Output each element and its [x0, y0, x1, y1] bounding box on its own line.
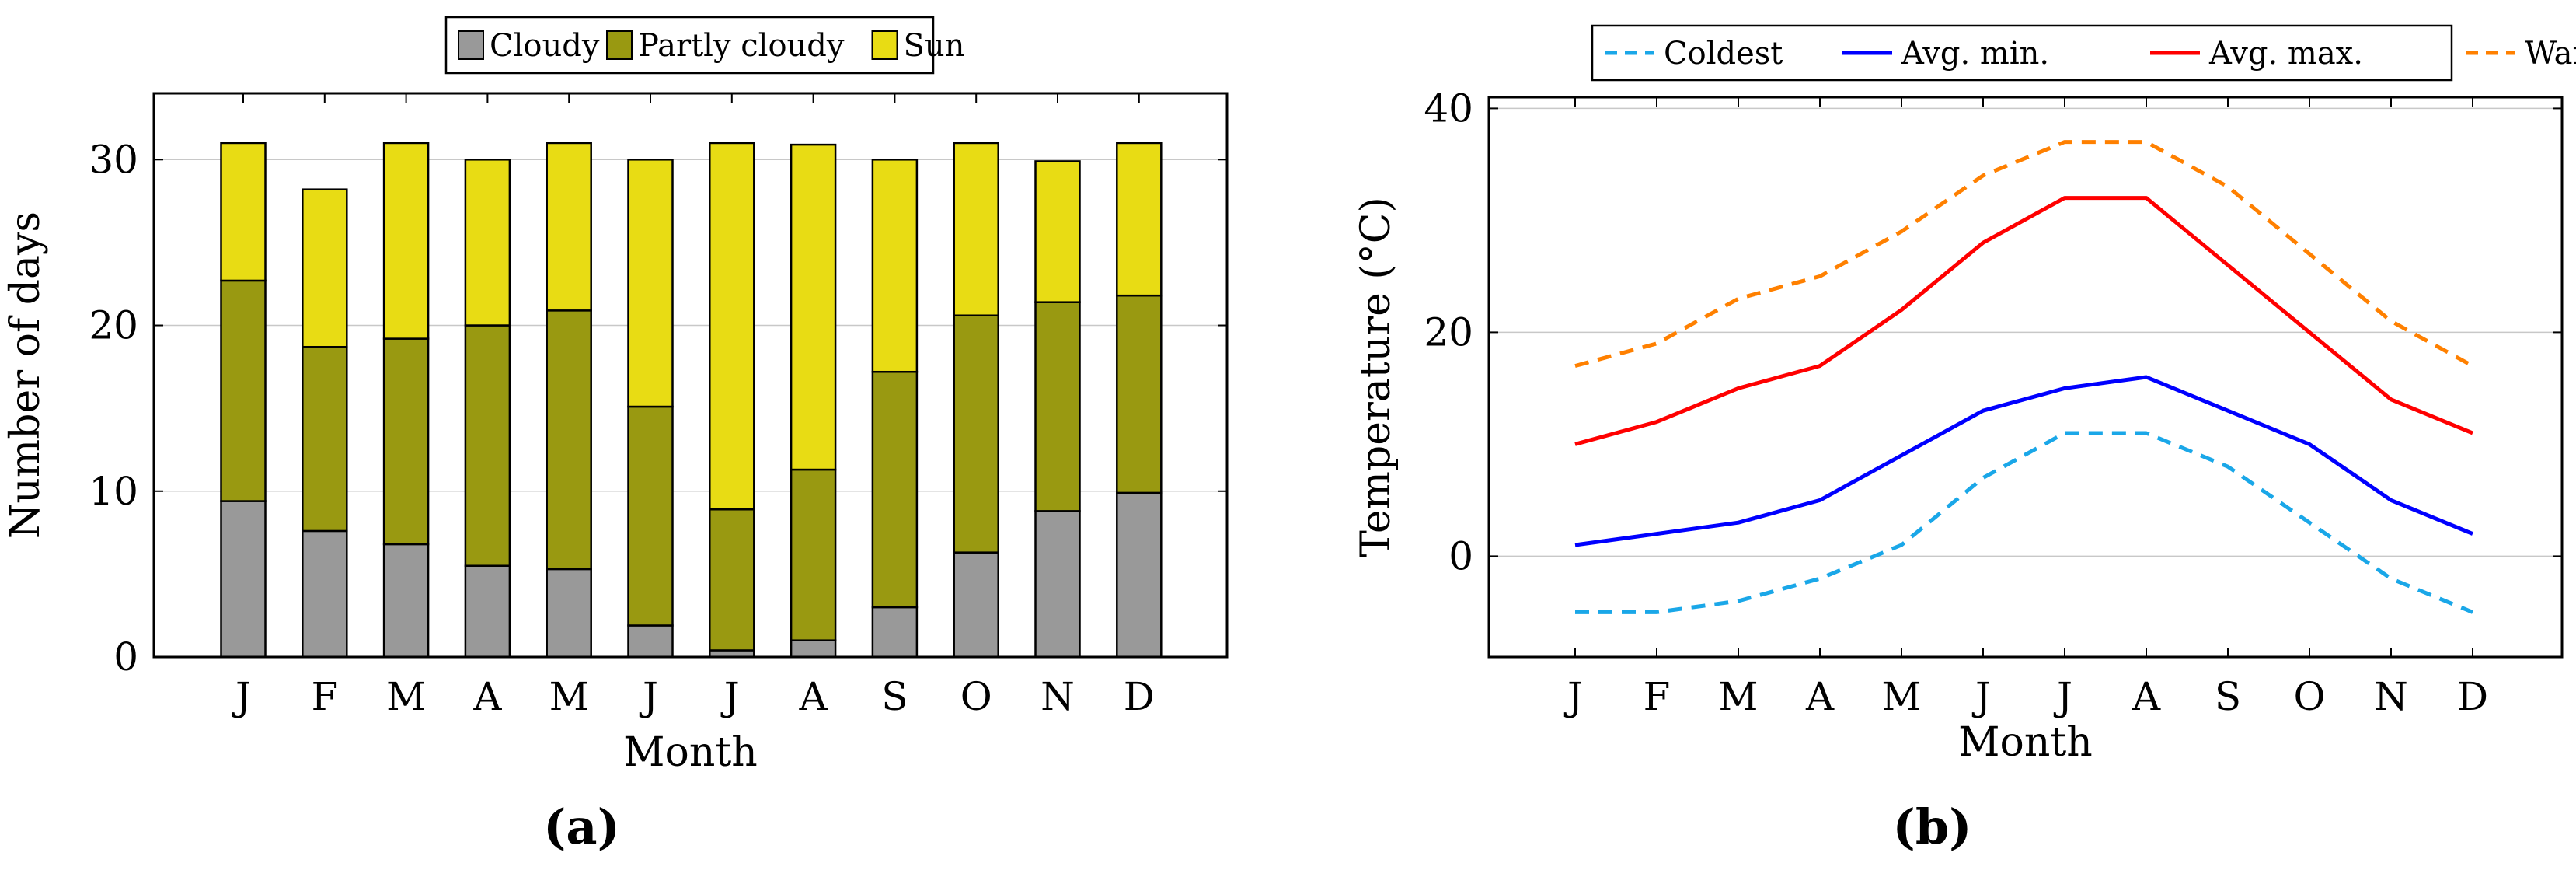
y-axis-label: Temperature (°C) — [1353, 197, 1400, 557]
x-tick-label: J — [2053, 674, 2072, 719]
x-tick-label: O — [960, 674, 992, 719]
bar-partly-cloudy — [464, 324, 511, 567]
bar-cloudy — [953, 551, 999, 659]
legend-label: Avg. max. — [2208, 36, 2363, 72]
legend-swatch — [606, 30, 633, 60]
y-tick-label: 0 — [1448, 533, 1473, 578]
bar-partly-cloudy — [302, 346, 348, 533]
bar-sun — [953, 142, 999, 316]
bar-partly-cloudy — [953, 314, 999, 554]
x-tick-label: J — [639, 674, 658, 719]
bar-partly-cloudy — [627, 405, 674, 627]
y-tick-label: 10 — [89, 469, 138, 514]
bar-partly-cloudy — [220, 279, 267, 502]
panel-b: 0 20 40 J F M A M J J A S O N D Month Temperature (°C) (b… — [1353, 24, 2576, 855]
x-tick-label: F — [311, 674, 338, 719]
series-line-coldest — [1575, 431, 2473, 614]
bar-cloudy — [546, 568, 592, 659]
bar-sun — [709, 142, 755, 511]
bar-cloudy — [627, 624, 674, 659]
legend-label: Partly cloudy — [638, 28, 845, 64]
x-tick-label: S — [881, 674, 908, 719]
x-tick-label: N — [1041, 674, 1075, 719]
bar-sun — [220, 142, 267, 282]
plot-frame — [1487, 96, 2564, 659]
x-tick-label: O — [2294, 674, 2326, 719]
legend-label: Sun — [904, 28, 965, 64]
x-tick-label: J — [720, 674, 740, 719]
y-axis-label: Number of days — [2, 211, 49, 539]
bar-partly-cloudy — [1034, 301, 1081, 512]
bar-partly-cloudy — [709, 508, 755, 652]
y-tick-label: 20 — [1424, 309, 1473, 355]
x-axis-label: Month — [623, 729, 757, 776]
series-line-avg-max — [1574, 196, 2473, 446]
bar-sun — [546, 142, 592, 312]
panel-label: (b) — [1892, 798, 1971, 855]
bar-cloudy — [1034, 510, 1081, 659]
panel-label: (a) — [543, 798, 620, 855]
bar-sun — [1116, 142, 1163, 297]
x-tick-label: J — [1563, 674, 1583, 719]
bar-cloudy — [220, 500, 267, 659]
bar-cloudy — [871, 606, 919, 659]
bar-sun — [790, 143, 837, 471]
x-tick-label: N — [2374, 674, 2408, 719]
legend-box — [1591, 24, 2453, 82]
y-tick-label: 40 — [1424, 86, 1473, 131]
plot-frame — [152, 92, 1229, 659]
legend-label: Warmest — [2525, 36, 2576, 72]
x-tick-label: M — [386, 674, 426, 719]
bar-partly-cloudy — [1116, 294, 1163, 494]
x-tick-label: M — [1718, 674, 1758, 719]
y-tick-label: 30 — [89, 137, 138, 182]
x-tick-label: A — [2132, 674, 2161, 719]
bar-cloudy — [302, 529, 348, 659]
legend-label: Coldest — [1664, 36, 1783, 72]
legend-swatch — [458, 30, 484, 60]
x-tick-label: J — [1971, 674, 1991, 719]
x-tick-label: M — [549, 674, 589, 719]
bar-sun — [464, 159, 511, 327]
y-tick-label: 0 — [113, 634, 138, 680]
legend-label: Avg. min. — [1901, 36, 2049, 72]
x-tick-label: D — [2457, 674, 2488, 719]
series-line-warmest — [1574, 140, 2474, 369]
x-tick-label: S — [2215, 674, 2241, 719]
bar-partly-cloudy — [871, 370, 919, 609]
bar-sun — [302, 188, 348, 348]
bar-cloudy — [464, 564, 511, 659]
x-tick-label: M — [1881, 674, 1921, 719]
bar-sun — [1034, 160, 1081, 303]
legend-swatch — [871, 30, 898, 60]
x-tick-label: A — [472, 674, 502, 719]
legend-label: Cloudy — [490, 28, 600, 64]
bar-cloudy — [382, 543, 430, 659]
series-line-avg-min — [1574, 375, 2473, 547]
x-tick-label: D — [1124, 674, 1155, 719]
x-tick-label: A — [1805, 674, 1835, 719]
x-tick-label: F — [1644, 674, 1671, 719]
legend-box — [444, 16, 935, 75]
bar-sun — [382, 142, 430, 340]
bar-cloudy — [790, 639, 837, 659]
x-tick-label: J — [232, 674, 251, 719]
x-axis-label: Month — [1958, 719, 2092, 766]
x-tick-label: A — [799, 674, 828, 719]
y-tick-label: 20 — [89, 303, 138, 348]
bar-partly-cloudy — [790, 468, 837, 641]
panel-a: 0 10 20 30 J F M A M J J A S O N D Month Number of days (a… — [2, 16, 1229, 855]
bar-partly-cloudy — [546, 309, 592, 571]
bar-sun — [627, 159, 674, 408]
bar-sun — [871, 159, 919, 373]
bar-cloudy — [1116, 491, 1163, 659]
bar-partly-cloudy — [382, 337, 430, 546]
